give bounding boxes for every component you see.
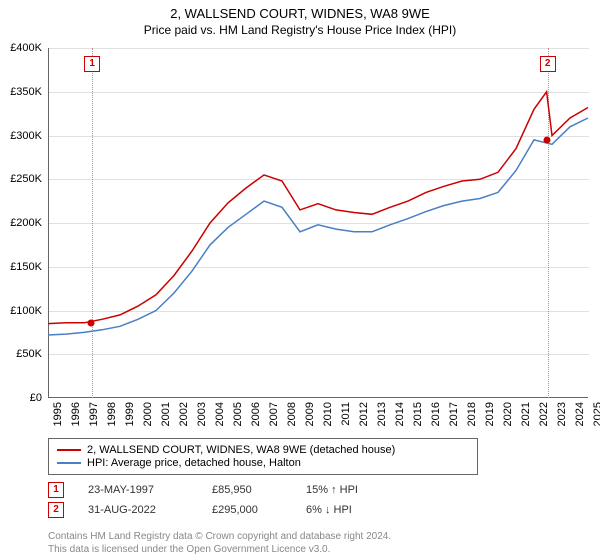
event-row: 1 23-MAY-1997 £85,950 15% ↑ HPI [48,482,396,498]
x-axis-label: 2005 [232,402,244,426]
x-axis-label: 2003 [196,402,208,426]
x-axis-label: 2016 [430,402,442,426]
event-delta: 15% ↑ HPI [306,484,396,496]
legend-label: HPI: Average price, detached house, Halt… [87,457,301,469]
y-axis-label: £250K [0,173,42,185]
series-line [48,92,588,324]
x-axis-label: 2000 [142,402,154,426]
legend-swatch [57,449,81,451]
title-block: 2, WALLSEND COURT, WIDNES, WA8 9WE Price… [0,0,600,37]
x-axis-label: 2023 [556,402,568,426]
event-delta: 6% ↓ HPI [306,504,396,516]
y-axis-label: £200K [0,217,42,229]
event-date: 31-AUG-2022 [88,504,188,516]
y-axis-label: £350K [0,86,42,98]
x-axis-label: 2019 [484,402,496,426]
x-axis-label: 2011 [340,402,352,426]
x-axis-label: 1999 [124,402,136,426]
x-axis-label: 1995 [52,402,64,426]
legend-label: 2, WALLSEND COURT, WIDNES, WA8 9WE (deta… [87,444,395,456]
event-price: £85,950 [212,484,282,496]
x-axis-label: 2004 [214,402,226,426]
x-axis-label: 2002 [178,402,190,426]
chart-lines [48,48,588,398]
x-axis-label: 2021 [520,402,532,426]
x-axis-label: 1996 [70,402,82,426]
marker-box: 1 [84,56,100,72]
chart-subtitle: Price paid vs. HM Land Registry's House … [0,23,600,37]
marker-box: 2 [540,56,556,72]
chart-area: £0£50K£100K£150K£200K£250K£300K£350K£400… [48,48,588,398]
x-axis-label: 2022 [538,402,550,426]
x-axis-label: 2010 [322,402,334,426]
series-line [48,118,588,335]
x-axis-label: 2020 [502,402,514,426]
chart-title: 2, WALLSEND COURT, WIDNES, WA8 9WE [0,6,600,21]
x-axis-label: 2014 [394,402,406,426]
y-axis-label: £0 [0,392,42,404]
event-price: £295,000 [212,504,282,516]
y-axis-label: £400K [0,42,42,54]
x-axis-label: 2007 [268,402,280,426]
event-marker: 2 [48,502,64,518]
x-axis-label: 2015 [412,402,424,426]
x-axis-label: 2013 [376,402,388,426]
marker-dot [543,136,550,143]
x-axis-label: 2009 [304,402,316,426]
x-axis-label: 2006 [250,402,262,426]
legend-item: HPI: Average price, detached house, Halt… [57,457,469,469]
x-axis-label: 1998 [106,402,118,426]
events-table: 1 23-MAY-1997 £85,950 15% ↑ HPI 2 31-AUG… [48,478,396,522]
x-axis-label: 2018 [466,402,478,426]
y-axis-label: £150K [0,261,42,273]
event-marker: 1 [48,482,64,498]
x-axis-label: 2012 [358,402,370,426]
event-date: 23-MAY-1997 [88,484,188,496]
event-row: 2 31-AUG-2022 £295,000 6% ↓ HPI [48,502,396,518]
x-axis-label: 2008 [286,402,298,426]
chart-container: 2, WALLSEND COURT, WIDNES, WA8 9WE Price… [0,0,600,560]
y-axis-label: £300K [0,130,42,142]
x-axis-label: 1997 [88,402,100,426]
marker-dot [88,319,95,326]
license-line: This data is licensed under the Open Gov… [48,544,330,555]
x-axis-label: 2025 [592,402,600,426]
x-axis-label: 2024 [574,402,586,426]
y-axis-label: £50K [0,348,42,360]
legend: 2, WALLSEND COURT, WIDNES, WA8 9WE (deta… [48,438,478,475]
y-axis-label: £100K [0,305,42,317]
license-text: Contains HM Land Registry data © Crown c… [48,530,588,556]
legend-item: 2, WALLSEND COURT, WIDNES, WA8 9WE (deta… [57,444,469,456]
x-axis-label: 2001 [160,402,172,426]
license-line: Contains HM Land Registry data © Crown c… [48,531,391,542]
legend-swatch [57,462,81,464]
x-axis-label: 2017 [448,402,460,426]
